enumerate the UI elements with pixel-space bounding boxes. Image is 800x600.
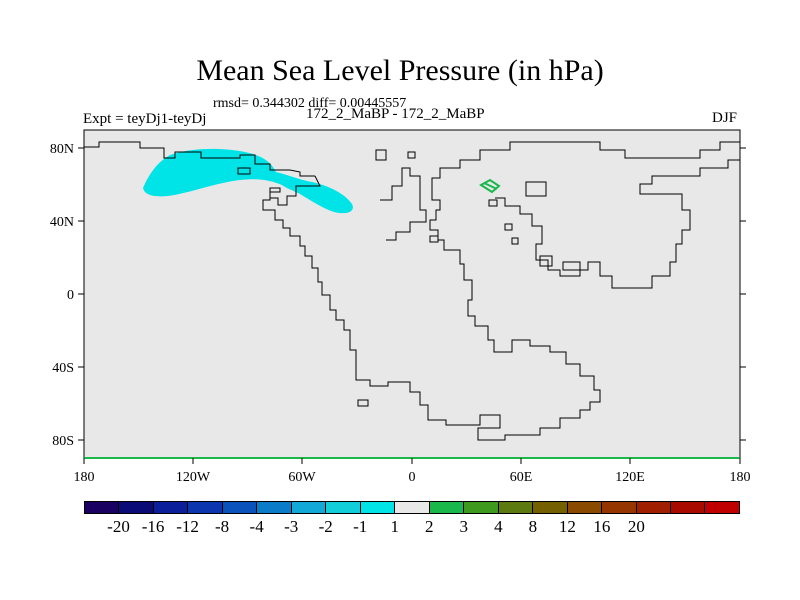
season-label: DJF	[712, 110, 738, 126]
colorbar-swatch-3	[188, 502, 223, 513]
colorbar-swatch-14	[567, 502, 603, 513]
lon-label-60e: 60E	[510, 470, 533, 485]
colorbar-label: 2	[425, 517, 434, 536]
coastlines	[84, 141, 740, 441]
lon-label-60w: 60W	[288, 470, 316, 485]
colorbar-swatch-7	[326, 502, 361, 513]
colorbar-label: 12	[558, 517, 576, 536]
map-title: Mean Sea Level Pressure (in hPa)	[196, 54, 604, 87]
colorbar-swatch-2	[153, 502, 189, 513]
colorbar-label: -2	[318, 517, 333, 536]
colorbar-swatch-0	[85, 502, 120, 513]
colorbar-label: 4	[494, 517, 503, 536]
colorbar-swatch-9	[395, 502, 430, 513]
colorbar-label: 16	[593, 517, 611, 536]
colorbar-swatch-12	[498, 502, 534, 513]
lon-label-120e: 120E	[615, 470, 645, 485]
colorbar-swatch-5	[257, 502, 292, 513]
colorbar	[84, 501, 740, 514]
colorbar-swatch-8	[360, 502, 396, 513]
lat-label-80s: 80S	[52, 434, 74, 449]
lon-label-0: 0	[409, 470, 416, 485]
colorbar-label: -12	[176, 517, 199, 536]
stats-text: rmsd= 0.344302 diff= 0.00445557	[213, 96, 407, 111]
lon-label-120w: 120W	[176, 470, 211, 485]
colorbar-label: -16	[141, 517, 165, 536]
lat-label-80n: 80N	[50, 142, 74, 157]
lat-label-0: 0	[67, 288, 74, 303]
colorbar-label: -1	[353, 517, 368, 536]
colorbar-swatch-1	[119, 502, 154, 513]
colorbar-swatch-18	[705, 502, 739, 513]
colorbar-label: 20	[627, 517, 645, 536]
colorbar-label: -20	[107, 517, 130, 536]
colorbar-label: 8	[528, 517, 538, 536]
colorbar-swatch-13	[533, 502, 568, 513]
lon-tick-marks	[83, 458, 741, 464]
experiment-label: Expt = teyDj1-teyDj	[83, 111, 207, 127]
colorbar-swatch-4	[222, 502, 258, 513]
colorbar-swatch-15	[602, 502, 637, 513]
colorbar-label: -3	[284, 517, 299, 536]
positive-anomaly-contour	[479, 178, 501, 194]
colorbar-label: 3	[459, 517, 469, 536]
negative-anomaly-region	[143, 148, 353, 214]
colorbar-swatch-17	[670, 502, 706, 513]
colorbar-swatch-11	[464, 502, 499, 513]
lat-tick-marks	[78, 147, 746, 441]
lat-label-40n: 40N	[50, 215, 74, 230]
lon-label-180e: 180	[730, 470, 751, 485]
colorbar-label: 1	[390, 517, 399, 536]
lat-label-40s: 40S	[52, 361, 74, 376]
colorbar-label: -8	[215, 517, 230, 536]
colorbar-swatch-16	[636, 502, 671, 513]
lon-label-180w: 180	[74, 470, 95, 485]
colorbar-label: -4	[249, 517, 264, 536]
period-label: 172_2_MaBP - 172_2_MaBP	[306, 106, 485, 122]
colorbar-swatch-10	[429, 502, 465, 513]
colorbar-swatch-6	[291, 502, 327, 513]
